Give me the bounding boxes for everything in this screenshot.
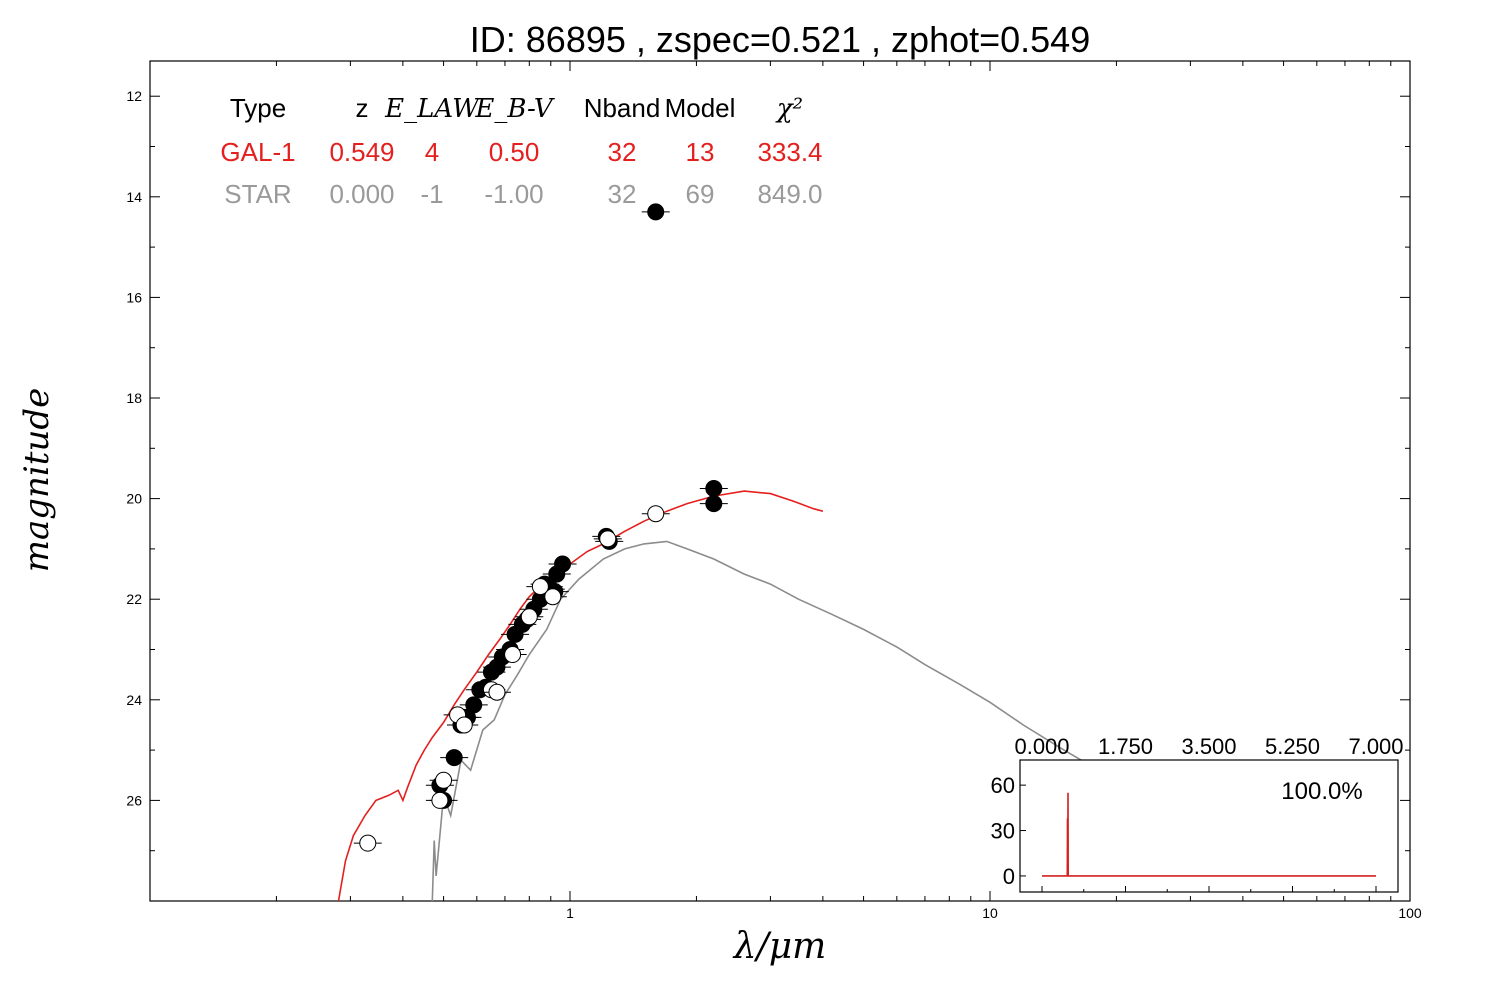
open-data-point — [488, 683, 506, 701]
open-data-point — [359, 834, 377, 852]
inset-pdf-line — [1042, 792, 1376, 877]
pdf-inset: 0.000 1.750 3.500 5.250 7.000 0 30 60 100.0% — [991, 734, 1404, 893]
chart-title: ID: 86895 , zspec=0.521 , zphot=0.549 — [470, 19, 1090, 60]
open-data-point — [599, 530, 617, 548]
plot-area — [149, 60, 1411, 902]
filled-data-point — [445, 749, 463, 767]
series-line-star — [431, 540, 1082, 901]
inset-x-tick-label: 7.000 — [1348, 734, 1403, 759]
inset-x-tick-label: 1.750 — [1098, 734, 1153, 759]
y-tick-label: 20 — [126, 491, 142, 507]
open-data-point — [531, 578, 549, 596]
table-cell: 333.4 — [757, 137, 822, 167]
y-tick-label: 18 — [126, 390, 142, 406]
inset-x-tick-label: 5.250 — [1265, 734, 1320, 759]
open-data-point — [431, 791, 449, 809]
table-header: Model — [665, 93, 736, 123]
table-cell: 32 — [608, 179, 637, 209]
table-header: z — [356, 93, 369, 123]
filled-data-point — [705, 495, 723, 513]
open-data-point — [520, 608, 538, 626]
y-tick-label: 14 — [126, 189, 142, 205]
table-cell: -1 — [420, 179, 443, 209]
inset-probability-label: 100.0% — [1281, 778, 1362, 805]
inset-series — [1042, 792, 1376, 877]
inset-axes: 0.000 1.750 3.500 5.250 7.000 0 30 60 — [991, 734, 1404, 892]
inset-x-tick-label: 0.000 — [1014, 734, 1069, 759]
series-line-gal-1 — [337, 490, 824, 901]
y-tick-label: 26 — [126, 792, 142, 808]
x-axis-label: λ/μm — [732, 926, 826, 967]
y-tick-label: 16 — [126, 289, 142, 305]
table-cell: 0.50 — [489, 137, 540, 167]
table-header: Nband — [584, 93, 661, 123]
table-cell: 32 — [608, 137, 637, 167]
y-axis: 12 14 16 18 20 22 24 26 — [126, 88, 1410, 852]
table-cell: 13 — [686, 137, 715, 167]
table-cell: STAR — [224, 179, 291, 209]
inset-y-tick-label: 60 — [991, 773, 1015, 798]
series-layer — [337, 203, 1082, 901]
open-data-point — [455, 716, 473, 734]
x-tick-label: 1 — [566, 905, 574, 921]
x-axis: 1 10 100 — [275, 61, 1422, 921]
filled-data-point — [554, 555, 572, 573]
inset-y-tick-label: 0 — [1003, 864, 1015, 889]
y-tick-label: 22 — [126, 591, 142, 607]
open-data-point — [647, 505, 665, 523]
table-cell: -1.00 — [484, 179, 543, 209]
table-cell: 0.000 — [329, 179, 394, 209]
table-header: E_LAW — [384, 94, 481, 124]
y-tick-label: 12 — [126, 88, 142, 104]
filled-data-point — [647, 203, 665, 221]
table-cell: 4 — [425, 137, 439, 167]
x-tick-label: 10 — [982, 905, 998, 921]
y-axis-label: magnitude — [17, 388, 57, 573]
open-data-point — [544, 588, 562, 606]
inset-x-tick-label: 3.500 — [1181, 734, 1236, 759]
y-tick-label: 24 — [126, 692, 142, 708]
table-cell: 69 — [686, 179, 715, 209]
table-header: Type — [230, 93, 286, 123]
filled-data-point — [465, 696, 483, 714]
table-cell: GAL-1 — [220, 137, 295, 167]
open-data-point — [504, 646, 522, 664]
inset-frame — [1019, 759, 1399, 893]
filled-data-point — [705, 480, 723, 498]
table-cell: 0.549 — [329, 137, 394, 167]
table-header: χ² — [775, 94, 803, 124]
x-tick-label: 100 — [1398, 905, 1422, 921]
table-cell: 849.0 — [757, 179, 822, 209]
open-data-point — [435, 771, 453, 789]
table-header: E_B-V — [474, 94, 554, 124]
plot-border — [149, 60, 1411, 902]
inset-y-tick-label: 30 — [991, 819, 1015, 844]
